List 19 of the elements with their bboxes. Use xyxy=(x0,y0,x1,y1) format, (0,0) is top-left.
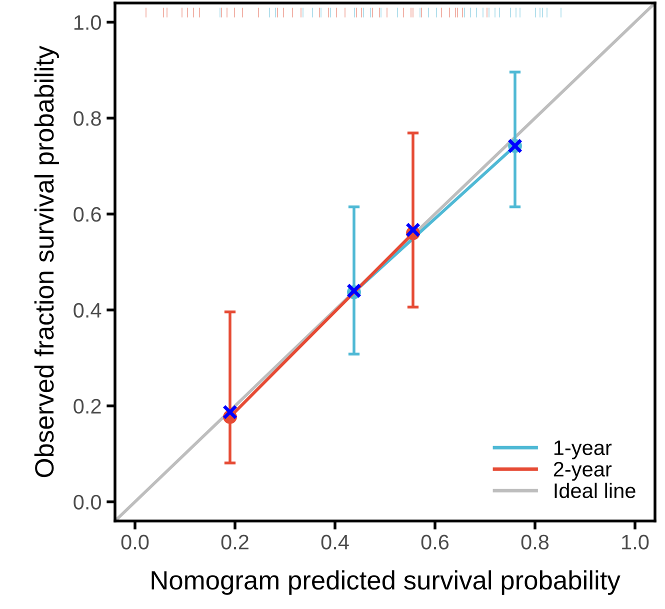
y-tick-label: 0.4 xyxy=(74,302,102,318)
legend-label: Ideal line xyxy=(554,482,636,498)
point xyxy=(222,404,238,420)
legend-label: 2-year xyxy=(554,462,612,481)
y-tick-label: 0.2 xyxy=(74,398,101,414)
y-tick-label: 1.0 xyxy=(74,15,101,30)
point xyxy=(405,222,421,238)
y-tick-label: 0.6 xyxy=(74,207,101,222)
x-axis-title: Nomogram predicted survival probability xyxy=(152,570,620,595)
x-tick-label: 0.2 xyxy=(221,534,248,550)
x-tick-label: 0.8 xyxy=(521,534,549,550)
y-axis-title: Observed fraction survival probability xyxy=(34,46,59,478)
x-tick-label: 1.0 xyxy=(622,534,649,550)
x-tick-label: 0.4 xyxy=(321,534,349,550)
y-tick-label: 0.8 xyxy=(74,111,101,126)
y-tick-label: 0.0 xyxy=(74,494,101,510)
legend-label: 1-year xyxy=(554,440,612,460)
x-tick-label: 0.6 xyxy=(421,534,449,550)
x-tick-label: 0.0 xyxy=(121,534,149,550)
